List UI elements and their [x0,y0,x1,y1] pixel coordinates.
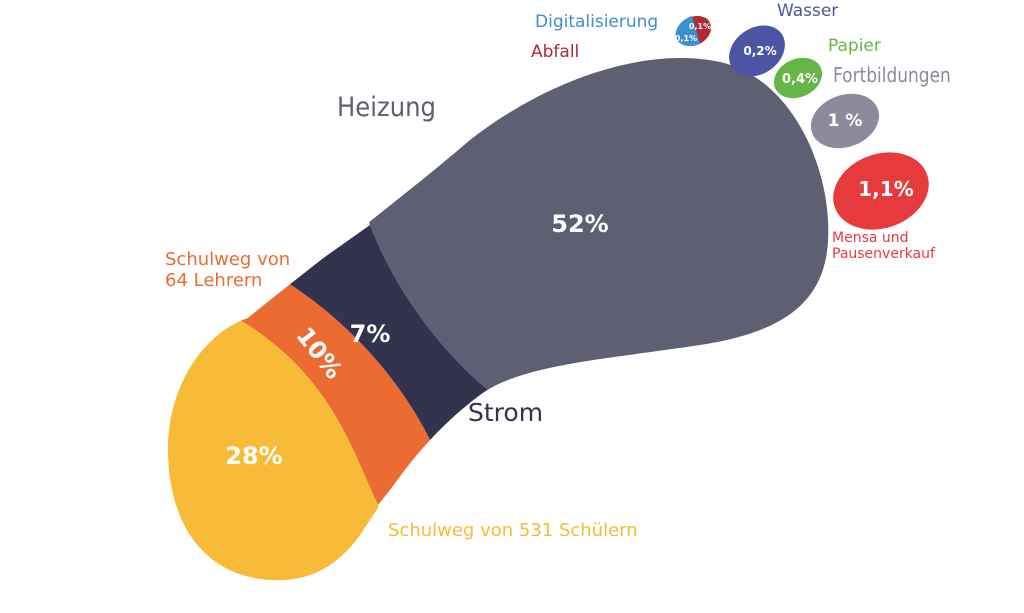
toe-wasser [729,25,785,77]
toe-small [675,15,712,47]
label-lehrer: Schulweg von 64 Lehrern [165,249,291,291]
value-heizung: 52% [551,210,608,238]
toe-papier [773,57,823,99]
label-fortbildungen: Fortbildungen [833,63,951,87]
label-schueler: Schulweg von 531 Schülern [388,520,638,541]
value-mensa: 1,1% [858,177,913,201]
value-papier: 0,4% [782,72,818,87]
segment-lehrer [240,283,430,505]
toe-small-digitalisierung [675,16,700,46]
value-abfall: 0,1% [689,22,711,31]
label-abfall: Abfall [531,42,580,62]
toe-fortbildungen [810,93,880,149]
label-strom: Strom [468,398,544,427]
value-schueler: 28% [225,442,282,470]
toe-mensa [833,152,929,230]
label-heizung: Heizung [337,92,436,123]
segment-strom [288,225,488,440]
label-digitalisierung: Digitalisierung [535,12,659,32]
value-strom: 7% [350,320,391,348]
label-wasser: Wasser [777,1,839,21]
value-digitalisierung: 0,1% [675,34,697,43]
value-fortbildungen: 1 % [828,111,863,131]
value-wasser: 0,2% [743,44,776,58]
label-mensa: Mensa und Pausenverkauf [832,230,935,263]
segment-schueler [167,250,400,581]
label-papier: Papier [828,36,881,56]
